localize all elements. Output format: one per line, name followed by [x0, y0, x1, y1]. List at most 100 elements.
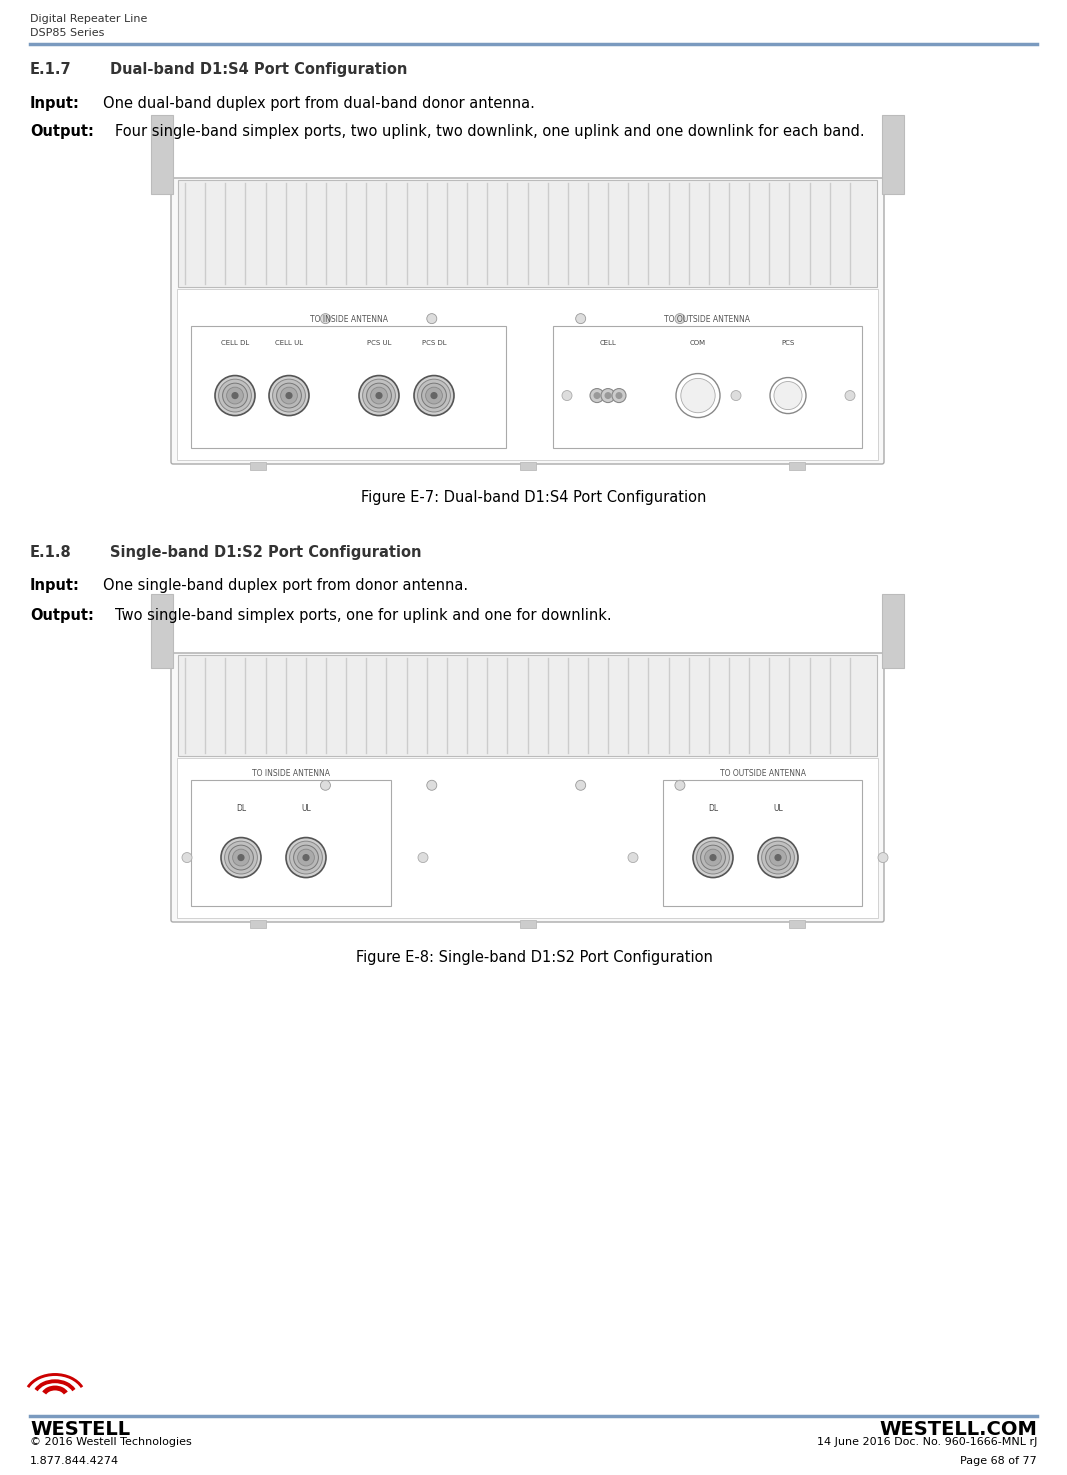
Circle shape — [697, 841, 730, 875]
Circle shape — [675, 780, 685, 791]
Bar — [250, 462, 266, 471]
Text: 14 June 2016 Doc. No. 960-1666-MNL rJ: 14 June 2016 Doc. No. 960-1666-MNL rJ — [816, 1437, 1037, 1447]
Circle shape — [427, 314, 436, 323]
Text: UL: UL — [301, 804, 310, 813]
Text: DL: DL — [236, 804, 246, 813]
Circle shape — [676, 373, 720, 417]
Text: Figure E-7: Dual-band D1:S4 Port Configuration: Figure E-7: Dual-band D1:S4 Port Configu… — [362, 490, 706, 504]
Circle shape — [359, 376, 399, 416]
Text: PCS UL: PCS UL — [367, 341, 392, 347]
Bar — [882, 594, 904, 668]
Text: Output:: Output: — [30, 608, 94, 622]
Circle shape — [418, 853, 428, 863]
Text: CELL UL: CELL UL — [275, 341, 303, 347]
Text: One dual-band duplex port from dual-band donor antenna.: One dual-band duplex port from dual-band… — [103, 96, 535, 111]
Bar — [882, 115, 904, 195]
Circle shape — [845, 391, 855, 401]
Bar — [663, 780, 862, 906]
Text: TO INSIDE ANTENNA: TO INSIDE ANTENNA — [309, 314, 387, 323]
Text: DL: DL — [707, 804, 718, 813]
Circle shape — [285, 392, 292, 400]
Text: Digital Repeater Line: Digital Repeater Line — [30, 13, 147, 24]
Text: Input:: Input: — [30, 96, 80, 111]
Circle shape — [766, 845, 791, 870]
Text: TO INSIDE ANTENNA: TO INSIDE ANTENNA — [252, 770, 330, 779]
Circle shape — [775, 854, 782, 861]
Circle shape — [774, 382, 802, 410]
Circle shape — [616, 392, 622, 400]
Circle shape — [376, 392, 383, 400]
Bar — [789, 920, 805, 928]
Bar — [152, 115, 173, 195]
Text: Figure E-8: Single-band D1:S2 Port Configuration: Figure E-8: Single-band D1:S2 Port Confi… — [355, 950, 713, 965]
Circle shape — [710, 854, 717, 861]
Circle shape — [293, 845, 318, 870]
Circle shape — [421, 384, 446, 409]
Circle shape — [701, 845, 726, 870]
Bar — [553, 326, 862, 448]
Circle shape — [878, 853, 888, 863]
Text: One single-band duplex port from donor antenna.: One single-band duplex port from donor a… — [103, 578, 468, 593]
Circle shape — [370, 386, 387, 404]
Circle shape — [286, 838, 327, 878]
Circle shape — [272, 379, 305, 412]
Bar — [520, 920, 536, 928]
Circle shape — [223, 384, 248, 409]
Circle shape — [770, 378, 806, 413]
Circle shape — [681, 379, 715, 413]
Circle shape — [269, 376, 309, 416]
Circle shape — [302, 854, 309, 861]
FancyBboxPatch shape — [171, 178, 883, 465]
Circle shape — [590, 388, 604, 403]
Circle shape — [224, 841, 257, 875]
Circle shape — [758, 838, 798, 878]
Bar — [177, 758, 878, 917]
Circle shape — [731, 391, 740, 401]
Text: WESTELL.COM: WESTELL.COM — [879, 1420, 1037, 1440]
Text: Dual-band D1:S4 Port Configuration: Dual-band D1:S4 Port Configuration — [110, 62, 408, 77]
Bar — [191, 326, 506, 448]
Text: Single-band D1:S2 Port Configuration: Single-band D1:S2 Port Configuration — [110, 544, 421, 560]
Text: Four single-band simplex ports, two uplink, two downlink, one uplink and one dow: Four single-band simplex ports, two upli… — [115, 124, 864, 139]
Bar — [152, 594, 173, 668]
Circle shape — [417, 379, 450, 412]
Bar — [250, 920, 266, 928]
Circle shape — [182, 853, 192, 863]
Bar — [520, 462, 536, 471]
Bar — [178, 180, 877, 288]
Circle shape — [593, 392, 601, 400]
Text: Two single-band simplex ports, one for uplink and one for downlink.: Two single-band simplex ports, one for u… — [115, 608, 611, 622]
Text: E.1.8: E.1.8 — [30, 544, 71, 560]
Circle shape — [704, 850, 721, 866]
Circle shape — [612, 388, 626, 403]
Circle shape — [367, 384, 392, 409]
Circle shape — [320, 780, 331, 791]
Text: TO OUTSIDE ANTENNA: TO OUTSIDE ANTENNA — [665, 314, 750, 323]
Text: PCS DL: PCS DL — [421, 341, 446, 347]
Circle shape — [601, 388, 615, 403]
Text: WESTELL: WESTELL — [30, 1420, 130, 1440]
Text: TO OUTSIDE ANTENNA: TO OUTSIDE ANTENNA — [719, 770, 806, 779]
Circle shape — [363, 379, 396, 412]
Circle shape — [576, 314, 586, 323]
Circle shape — [232, 392, 239, 400]
Circle shape — [769, 850, 786, 866]
Circle shape — [762, 841, 795, 875]
Circle shape — [276, 384, 301, 409]
Circle shape — [228, 845, 253, 870]
Circle shape — [226, 386, 243, 404]
Circle shape — [237, 854, 244, 861]
Circle shape — [233, 850, 250, 866]
Circle shape — [692, 838, 733, 878]
Text: E.1.7: E.1.7 — [30, 62, 71, 77]
Circle shape — [426, 386, 443, 404]
Text: PCS: PCS — [781, 341, 795, 347]
Circle shape — [221, 838, 261, 878]
Circle shape — [214, 376, 255, 416]
Text: Output:: Output: — [30, 124, 94, 139]
Circle shape — [427, 780, 436, 791]
Bar — [177, 289, 878, 460]
Bar — [191, 780, 391, 906]
Circle shape — [219, 379, 252, 412]
Circle shape — [281, 386, 298, 404]
